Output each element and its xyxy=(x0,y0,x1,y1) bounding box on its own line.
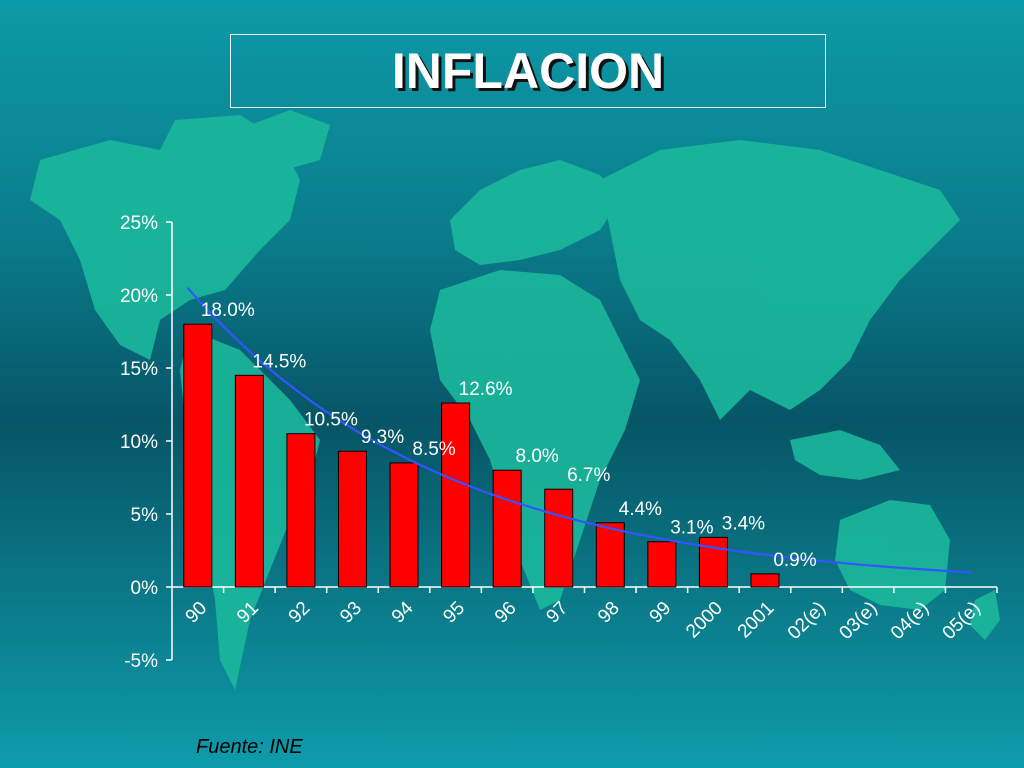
data-label: 4.4% xyxy=(619,499,662,520)
y-tick-label: 10% xyxy=(120,432,158,453)
bar xyxy=(337,450,367,588)
x-tick-label: 03(e) xyxy=(835,598,881,644)
bar xyxy=(286,433,316,588)
x-tick-label: 97 xyxy=(542,598,572,628)
bar xyxy=(492,469,522,588)
bar xyxy=(595,522,625,588)
bar xyxy=(544,488,574,588)
data-label: 6.7% xyxy=(567,465,610,486)
bar xyxy=(183,323,213,588)
data-label: 3.1% xyxy=(670,518,713,539)
x-tick-label: 05(e) xyxy=(939,598,985,644)
bar xyxy=(234,374,264,588)
data-label: 8.5% xyxy=(412,439,455,460)
labels-layer: 18.0% 14.5% 10.5%9.3% 8.5% 12.6% 8.0% 6.7% 4.4%… xyxy=(201,300,817,571)
data-label: 14.5% xyxy=(252,351,306,372)
x-tick-label: 99 xyxy=(646,598,676,628)
trend-layer xyxy=(186,286,972,574)
europe-shape xyxy=(450,160,620,265)
data-label: 3.4% xyxy=(722,513,765,534)
x-tick-label: 04(e) xyxy=(887,598,933,644)
bar xyxy=(441,402,471,588)
bar xyxy=(389,462,419,588)
title-box: INFLACION xyxy=(230,34,826,108)
x-tick-label: 93 xyxy=(336,598,366,628)
data-label: 8.0% xyxy=(516,446,559,467)
x-tick-label: 2000 xyxy=(682,598,727,643)
bar xyxy=(750,573,780,588)
y-tick-label: 25% xyxy=(120,213,158,234)
australia-shape xyxy=(835,500,950,610)
y-tick-label: 5% xyxy=(131,505,159,526)
page-title: INFLACION xyxy=(391,43,665,99)
x-tick-label: 95 xyxy=(439,598,469,628)
bars-layer xyxy=(183,323,780,588)
data-label: 18.0% xyxy=(201,300,255,321)
new-zealand-shape xyxy=(970,590,1000,640)
north-america-shape xyxy=(30,115,300,360)
data-label: 9.3% xyxy=(361,427,404,448)
africa-shape xyxy=(430,270,640,610)
y-tick-label: 15% xyxy=(120,359,158,380)
x-tick-label: 92 xyxy=(285,598,315,628)
asia-shape xyxy=(600,140,960,420)
x-tick-label: 98 xyxy=(594,598,624,628)
y-tick-label: 20% xyxy=(120,286,158,307)
bar xyxy=(647,541,677,588)
y-tick-label: 0% xyxy=(131,578,159,599)
x-tick-label: 91 xyxy=(233,598,263,628)
trend-line xyxy=(186,286,972,574)
x-tick-label: 96 xyxy=(491,598,521,628)
x-tick-label: 94 xyxy=(388,597,418,627)
source-note: Fuente: INE xyxy=(196,736,303,758)
y-tick-label: -5% xyxy=(124,651,158,672)
data-label: 0.9% xyxy=(773,550,816,571)
bar xyxy=(698,536,728,588)
indonesia-shape xyxy=(790,430,900,480)
greenland-shape xyxy=(250,110,330,170)
x-tick-label: 90 xyxy=(182,598,212,628)
x-tick-label: 02(e) xyxy=(784,598,830,644)
x-tick-label: 2001 xyxy=(734,598,779,643)
data-label: 12.6% xyxy=(459,379,513,400)
data-label: 10.5% xyxy=(304,410,358,431)
